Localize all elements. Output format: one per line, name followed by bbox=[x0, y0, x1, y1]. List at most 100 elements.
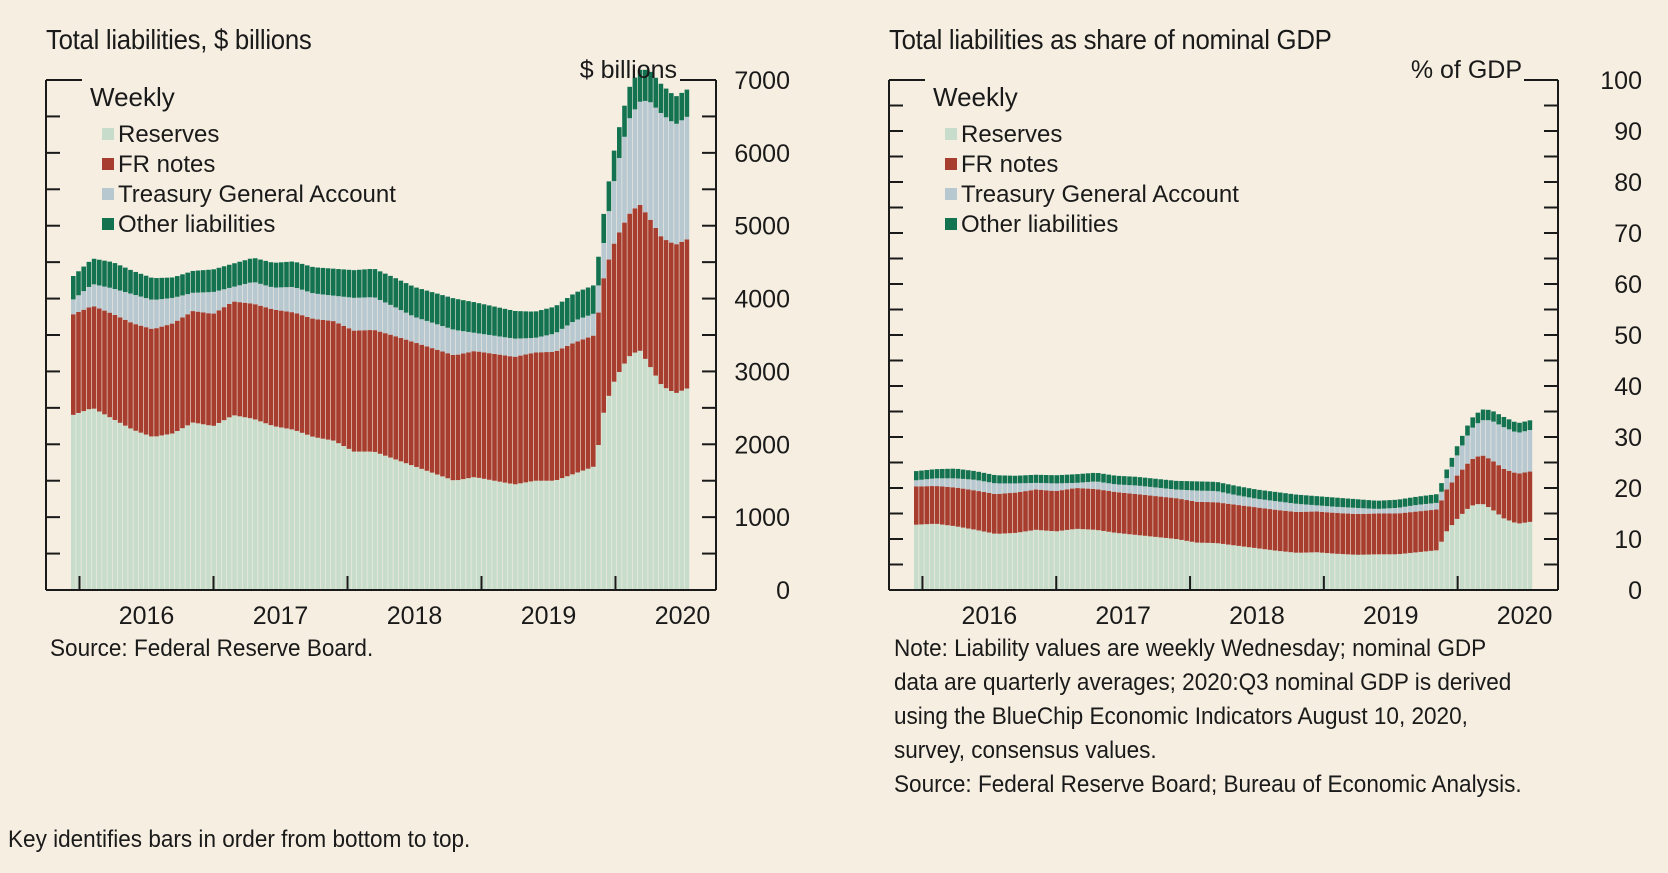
bar-segment bbox=[336, 296, 341, 324]
bar-segment bbox=[986, 482, 992, 493]
bar-segment bbox=[554, 479, 560, 590]
bar-segment bbox=[648, 367, 653, 590]
bar-segment bbox=[1413, 552, 1418, 590]
bar-segment bbox=[1252, 507, 1257, 548]
bar-segment bbox=[466, 331, 471, 353]
bar-segment bbox=[372, 451, 378, 590]
bar-segment bbox=[112, 419, 118, 590]
bar-segment bbox=[669, 391, 674, 590]
bar-segment bbox=[409, 465, 414, 590]
bar-segment bbox=[195, 292, 201, 312]
bar-segment bbox=[1049, 490, 1054, 532]
bar-segment bbox=[1387, 513, 1392, 555]
bar-segment bbox=[976, 491, 981, 531]
bar-segment bbox=[164, 277, 170, 299]
bar-segment bbox=[1226, 544, 1231, 590]
bar-segment bbox=[440, 476, 445, 590]
legend-swatch bbox=[945, 158, 957, 170]
bar-segment bbox=[669, 93, 674, 122]
bar-segment bbox=[305, 434, 310, 590]
bar-segment bbox=[123, 292, 128, 320]
bar-segment bbox=[674, 123, 679, 245]
bar-segment bbox=[409, 341, 414, 466]
bar-segment bbox=[1246, 497, 1252, 507]
legend-label: FR notes bbox=[961, 151, 1058, 178]
bar-segment bbox=[258, 283, 263, 306]
bar-segment bbox=[1168, 497, 1174, 539]
bar-segment bbox=[637, 350, 643, 590]
bar-segment bbox=[185, 314, 190, 426]
bar-segment bbox=[128, 428, 133, 590]
bar-segment bbox=[445, 478, 450, 590]
bar-segment bbox=[585, 468, 591, 590]
bar-segment bbox=[91, 284, 97, 307]
bar-segment bbox=[960, 478, 966, 489]
bar-segment bbox=[1361, 513, 1366, 555]
bar-segment bbox=[924, 486, 929, 525]
bar-segment bbox=[1288, 503, 1293, 512]
bar-segment bbox=[185, 425, 190, 590]
bar-segment bbox=[1018, 475, 1023, 484]
bar-segment bbox=[513, 356, 518, 485]
bar-segment bbox=[1335, 497, 1340, 507]
bar-segment bbox=[346, 448, 352, 590]
bar-segment bbox=[1475, 456, 1481, 505]
bar-segment bbox=[585, 287, 591, 316]
bar-segment bbox=[331, 321, 336, 441]
bar-segment bbox=[71, 275, 76, 300]
bar-segment bbox=[1460, 445, 1465, 470]
bar-segment bbox=[1387, 500, 1392, 509]
x-tick-label: 2019 bbox=[521, 602, 577, 630]
bar-segment bbox=[216, 290, 222, 311]
bar-segment bbox=[1137, 535, 1143, 590]
bar-segment bbox=[221, 307, 227, 421]
bar-segment bbox=[1309, 511, 1314, 553]
bar-segment bbox=[1163, 479, 1169, 489]
bar-segment bbox=[945, 478, 950, 487]
bar-segment bbox=[1517, 473, 1522, 524]
bar-segment bbox=[684, 116, 690, 240]
bar-segment bbox=[929, 478, 935, 487]
bar-segment bbox=[232, 415, 237, 590]
bar-segment bbox=[1002, 475, 1007, 484]
bar-segment bbox=[351, 297, 357, 331]
bar-segment bbox=[997, 483, 1002, 494]
bar-segment bbox=[487, 353, 492, 480]
bar-segment bbox=[1194, 481, 1200, 491]
legend-label: Treasury General Account bbox=[961, 181, 1239, 208]
bar-segment bbox=[481, 304, 487, 335]
bar-segment bbox=[492, 480, 497, 590]
bar-segment bbox=[362, 269, 367, 298]
x-tick-label: 2017 bbox=[253, 602, 309, 630]
y-tick-label: 90 bbox=[1614, 118, 1642, 146]
bar-segment bbox=[216, 267, 222, 291]
bar-segment bbox=[86, 307, 92, 410]
bar-segment bbox=[325, 320, 331, 440]
bar-segment bbox=[190, 422, 196, 590]
bar-segment bbox=[1080, 482, 1085, 489]
bar-segment bbox=[1298, 511, 1304, 553]
bar-segment bbox=[945, 486, 950, 526]
bar-segment bbox=[481, 352, 487, 479]
bar-segment bbox=[611, 381, 617, 590]
bar-segment bbox=[81, 411, 86, 590]
bar-segment bbox=[1361, 554, 1366, 590]
bar-segment bbox=[357, 269, 362, 298]
bar-segment bbox=[1434, 509, 1439, 551]
bar-segment bbox=[976, 471, 981, 481]
bar-segment bbox=[1267, 549, 1273, 590]
bar-segment bbox=[1501, 416, 1507, 428]
bar-segment bbox=[403, 283, 409, 313]
bar-segment bbox=[476, 477, 482, 590]
bar-segment bbox=[1397, 513, 1403, 555]
bar-segment bbox=[1090, 488, 1096, 530]
bar-segment bbox=[966, 470, 971, 480]
bar-segment bbox=[966, 528, 971, 590]
bar-segment bbox=[1007, 533, 1013, 590]
bar-segment bbox=[533, 311, 539, 338]
bar-segment bbox=[1288, 493, 1293, 504]
bar-segment bbox=[71, 314, 76, 415]
bar-segment bbox=[81, 291, 86, 310]
bar-segment bbox=[1158, 487, 1163, 497]
bar-segment bbox=[1142, 486, 1148, 496]
